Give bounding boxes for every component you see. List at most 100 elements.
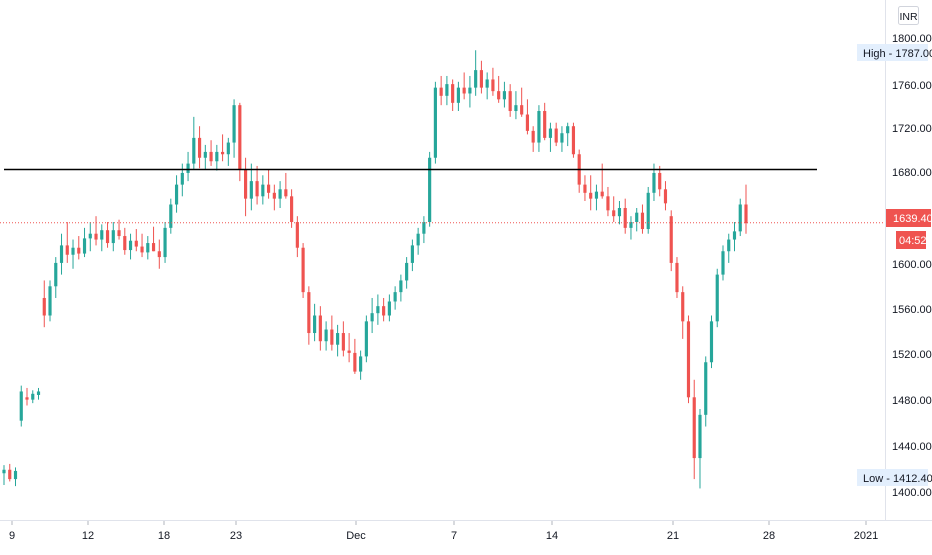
candle-body: [686, 321, 691, 398]
candle-body: [382, 306, 386, 316]
candle-body: [100, 230, 104, 240]
candle-body: [744, 204, 748, 224]
candle-body: [19, 391, 23, 421]
candle-body: [658, 172, 662, 190]
candle-body: [548, 128, 553, 138]
candle-body: [48, 286, 52, 316]
candle-body: [186, 163, 190, 173]
candle-body: [301, 247, 305, 293]
currency-box: [898, 6, 919, 25]
candle-body: [445, 84, 449, 96]
candle-body: [600, 191, 604, 197]
y-tick-label: 1760.00: [892, 80, 932, 92]
candle-body: [738, 204, 742, 232]
candle-body: [410, 245, 414, 263]
candle-body: [157, 251, 161, 258]
candle-body: [715, 274, 719, 322]
candle-body: [163, 227, 167, 258]
candle-body: [508, 91, 512, 112]
candle-body: [531, 130, 535, 143]
candle-body: [31, 393, 35, 400]
candle-body: [543, 111, 547, 138]
candle-body: [554, 128, 558, 143]
candle-body: [571, 126, 576, 155]
low-marker: Low - 1412.40: [857, 469, 932, 486]
x-tick-label: 2021: [854, 530, 878, 542]
candle-body: [474, 70, 478, 88]
currency-button[interactable]: INR: [898, 6, 919, 25]
low-marker-bg: [857, 469, 928, 486]
y-tick-label: 1560.00: [892, 304, 932, 316]
x-tick-label: 28: [763, 530, 775, 542]
candle-body: [594, 191, 599, 199]
candle-body: [370, 313, 374, 322]
candle-body: [341, 333, 345, 351]
candle-body: [59, 245, 64, 263]
candle-body: [243, 169, 248, 199]
candle-body: [13, 470, 18, 480]
candle-body: [192, 137, 196, 164]
candle-body: [42, 297, 46, 316]
candle-body: [290, 196, 294, 223]
candle-body: [54, 262, 58, 287]
candle-body: [65, 245, 69, 255]
candle-body: [261, 184, 265, 197]
high-marker-bg: [857, 44, 928, 61]
y-tick-label: 1400.00: [892, 487, 932, 499]
candle-body: [462, 87, 466, 94]
high-marker: High - 1787.00: [857, 44, 932, 61]
candle-body: [502, 91, 507, 100]
candle-body: [727, 239, 731, 252]
candle-body: [238, 105, 242, 170]
price-axis[interactable]: 1800.00 1760.00 1720.00 1680.00 1600.00 …: [892, 33, 932, 499]
candle-body: [313, 315, 317, 334]
candle-body: [105, 230, 110, 244]
candle-body: [709, 321, 714, 363]
candle-body: [220, 151, 225, 155]
candle-body: [640, 212, 645, 230]
candle-body: [318, 315, 322, 342]
candle-body: [128, 240, 133, 251]
candle-body: [583, 184, 587, 193]
candle-body: [485, 79, 489, 88]
last-price-label: 1639.40: [893, 213, 932, 225]
candle-body: [278, 189, 282, 199]
candle-body: [209, 151, 213, 162]
candle-body: [663, 189, 668, 204]
candle-body: [111, 230, 115, 244]
candle-body: [25, 397, 29, 400]
candle-body: [635, 212, 639, 223]
candle-body: [566, 126, 570, 134]
candle-body: [336, 333, 340, 345]
y-tick-label: 1800.00: [892, 33, 932, 45]
candle-body: [681, 292, 685, 322]
candle-body: [675, 262, 679, 293]
candle-body: [439, 87, 443, 96]
candle-body: [364, 321, 368, 357]
candle-body: [606, 196, 610, 211]
candle-body: [2, 469, 6, 474]
x-tick-label: 7: [451, 530, 457, 542]
x-tick-label: Dec: [346, 530, 366, 542]
countdown-bg: [896, 231, 926, 249]
time-axis[interactable]: 9 12 18 23 Dec 7 14 21 28 2021: [9, 521, 878, 542]
candle-body: [77, 247, 81, 254]
candle-body: [629, 222, 633, 228]
candle-body: [180, 172, 184, 185]
x-tick-label: 9: [9, 530, 15, 542]
candle-body: [71, 247, 75, 255]
candles-layer: [2, 50, 748, 489]
candle-body: [123, 236, 127, 251]
candle-body: [353, 352, 357, 372]
y-tick-label: 1600.00: [892, 259, 932, 271]
candle-body: [226, 142, 230, 155]
candle-body: [623, 208, 627, 228]
y-tick-label: 1480.00: [892, 395, 932, 407]
candle-body: [146, 243, 150, 253]
candle-body: [284, 189, 288, 197]
y-tick-label: 1440.00: [892, 441, 932, 453]
candle-body: [646, 192, 650, 230]
candle-body: [267, 184, 271, 193]
